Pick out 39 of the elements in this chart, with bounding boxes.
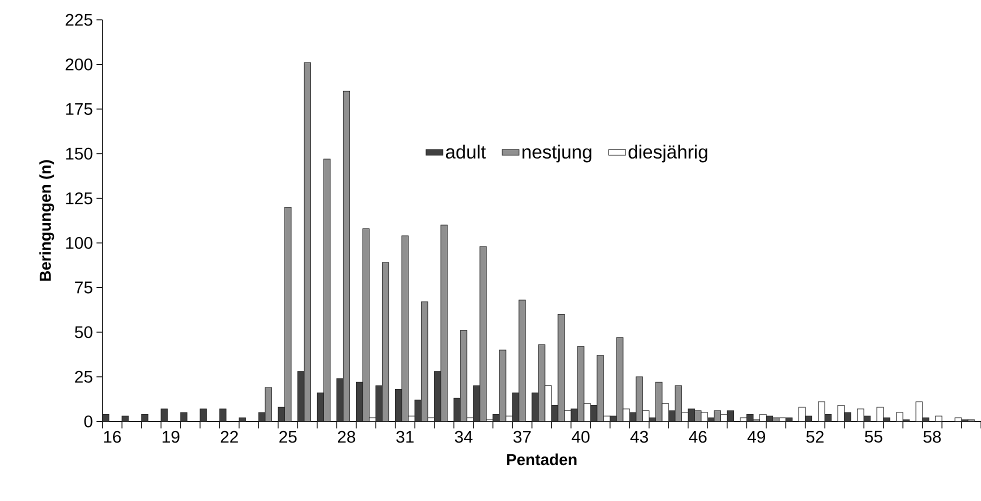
y-tick-label: 0 — [84, 416, 92, 428]
legend-label: diesjährig — [628, 144, 708, 162]
x-tick-label: 31 — [396, 430, 414, 443]
y-tick-label: 125 — [66, 192, 92, 204]
x-axis-title: Pentaden — [507, 454, 576, 466]
x-tick-label: 25 — [279, 430, 297, 443]
bar — [180, 412, 188, 422]
bar — [102, 414, 110, 422]
bar — [238, 418, 246, 422]
x-tick-label: 55 — [864, 430, 882, 443]
bar — [160, 408, 168, 422]
x-tick-label: 22 — [220, 430, 238, 443]
y-tick-label: 25 — [75, 370, 92, 383]
x-tick-label: 40 — [572, 430, 590, 443]
x-tick-label: 46 — [688, 430, 707, 443]
x-tick-label: 49 — [747, 430, 766, 443]
bar — [200, 408, 207, 422]
y-tick-label: 100 — [66, 237, 92, 250]
y-tick-label: 150 — [66, 148, 92, 160]
y-tick-label: 175 — [66, 103, 92, 116]
x-tick-label: 37 — [513, 430, 531, 443]
x-tick-label: 28 — [338, 430, 356, 443]
legend-label: nestjung — [522, 144, 592, 162]
bar — [122, 416, 129, 422]
x-tick-label: 19 — [162, 430, 180, 443]
y-tick-label: 225 — [66, 14, 92, 26]
x-tick-label: 43 — [630, 430, 648, 443]
x-tick-label: 52 — [806, 430, 824, 443]
x-tick-label: 58 — [923, 430, 941, 443]
y-tick-label: 200 — [66, 58, 92, 71]
y-tick-label: 50 — [74, 326, 92, 338]
y-tick-label: 75 — [75, 282, 92, 294]
legend-label: adult — [446, 144, 486, 159]
x-tick-label: 16 — [104, 430, 121, 443]
x-tick-label: 34 — [454, 430, 473, 443]
bar — [219, 408, 226, 422]
bar — [141, 414, 148, 422]
y-axis-title: Beringungen (n) — [39, 160, 54, 281]
bar — [935, 416, 942, 422]
